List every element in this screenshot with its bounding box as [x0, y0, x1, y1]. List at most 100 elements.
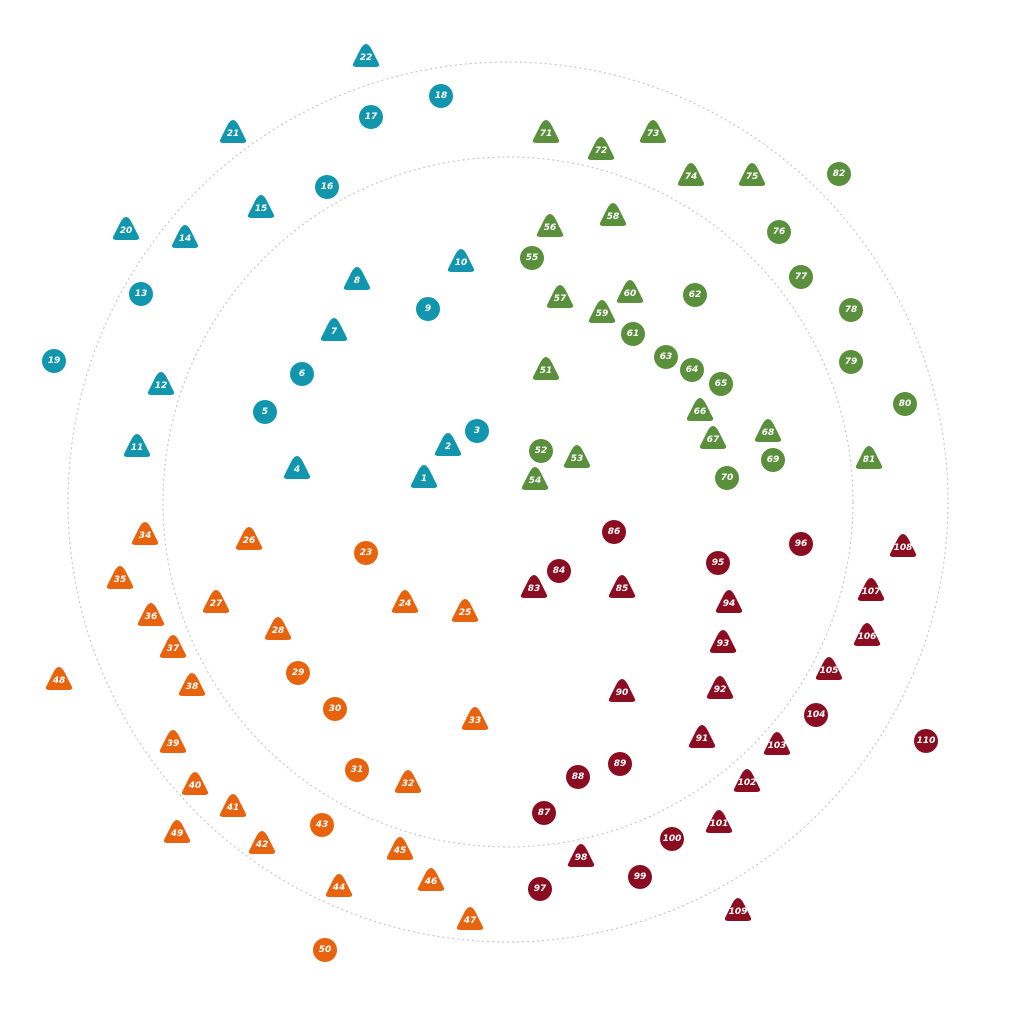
marker-22[interactable]: 22 [352, 44, 380, 67]
marker-9[interactable]: 9 [416, 297, 440, 321]
marker-99[interactable]: 99 [628, 865, 652, 889]
marker-109[interactable]: 109 [724, 898, 752, 921]
marker-87[interactable]: 87 [532, 801, 556, 825]
marker-97[interactable]: 97 [528, 877, 552, 901]
marker-12[interactable]: 12 [147, 372, 175, 395]
marker-55[interactable]: 55 [520, 246, 544, 270]
marker-84[interactable]: 84 [547, 559, 571, 583]
marker-46[interactable]: 46 [417, 868, 445, 891]
marker-3[interactable]: 3 [465, 419, 489, 443]
marker-108[interactable]: 108 [889, 534, 917, 557]
marker-91[interactable]: 91 [688, 725, 716, 748]
marker-58[interactable]: 58 [599, 203, 627, 226]
marker-86[interactable]: 86 [602, 520, 626, 544]
marker-78[interactable]: 78 [839, 298, 863, 322]
marker-68[interactable]: 68 [754, 419, 782, 442]
marker-15[interactable]: 15 [247, 195, 275, 218]
marker-11[interactable]: 11 [123, 434, 151, 457]
marker-59[interactable]: 59 [588, 300, 616, 323]
marker-100[interactable]: 100 [660, 827, 684, 851]
marker-89[interactable]: 89 [608, 752, 632, 776]
marker-10[interactable]: 10 [447, 249, 475, 272]
marker-31[interactable]: 31 [345, 758, 369, 782]
marker-70[interactable]: 70 [715, 466, 739, 490]
marker-93[interactable]: 93 [709, 630, 737, 653]
marker-28[interactable]: 28 [264, 617, 292, 640]
marker-33[interactable]: 33 [461, 707, 489, 730]
marker-75[interactable]: 75 [738, 163, 766, 186]
marker-8[interactable]: 8 [343, 267, 371, 290]
marker-85[interactable]: 85 [608, 575, 636, 598]
marker-13[interactable]: 13 [129, 282, 153, 306]
marker-96[interactable]: 96 [789, 532, 813, 556]
marker-7[interactable]: 7 [320, 318, 348, 341]
marker-6[interactable]: 6 [290, 362, 314, 386]
marker-23[interactable]: 23 [354, 541, 378, 565]
marker-38[interactable]: 38 [178, 673, 206, 696]
marker-37[interactable]: 37 [159, 635, 187, 658]
marker-71[interactable]: 71 [532, 120, 560, 143]
marker-65[interactable]: 65 [709, 372, 733, 396]
marker-26[interactable]: 26 [235, 527, 263, 550]
marker-14[interactable]: 14 [171, 225, 199, 248]
marker-107[interactable]: 107 [857, 578, 885, 601]
marker-66[interactable]: 66 [686, 398, 714, 421]
marker-64[interactable]: 64 [680, 358, 704, 382]
marker-82[interactable]: 82 [827, 162, 851, 186]
marker-21[interactable]: 21 [219, 120, 247, 143]
marker-90[interactable]: 90 [608, 679, 636, 702]
marker-52[interactable]: 52 [529, 439, 553, 463]
marker-40[interactable]: 40 [181, 772, 209, 795]
marker-57[interactable]: 57 [546, 285, 574, 308]
marker-53[interactable]: 53 [563, 445, 591, 468]
marker-54[interactable]: 54 [521, 467, 549, 490]
marker-25[interactable]: 25 [451, 599, 479, 622]
marker-43[interactable]: 43 [310, 813, 334, 837]
marker-41[interactable]: 41 [219, 794, 247, 817]
marker-24[interactable]: 24 [391, 590, 419, 613]
marker-63[interactable]: 63 [654, 345, 678, 369]
marker-19[interactable]: 19 [42, 349, 66, 373]
marker-98[interactable]: 98 [567, 844, 595, 867]
marker-83[interactable]: 83 [520, 575, 548, 598]
marker-17[interactable]: 17 [359, 105, 383, 129]
marker-104[interactable]: 104 [804, 703, 828, 727]
marker-69[interactable]: 69 [761, 448, 785, 472]
marker-76[interactable]: 76 [767, 220, 791, 244]
marker-77[interactable]: 77 [789, 265, 813, 289]
marker-60[interactable]: 60 [616, 280, 644, 303]
marker-94[interactable]: 94 [715, 590, 743, 613]
marker-35[interactable]: 35 [106, 566, 134, 589]
marker-79[interactable]: 79 [839, 350, 863, 374]
marker-51[interactable]: 51 [532, 357, 560, 380]
marker-50[interactable]: 50 [313, 938, 337, 962]
marker-81[interactable]: 81 [855, 446, 883, 469]
marker-106[interactable]: 106 [853, 623, 881, 646]
marker-74[interactable]: 74 [677, 163, 705, 186]
marker-16[interactable]: 16 [315, 175, 339, 199]
marker-36[interactable]: 36 [137, 603, 165, 626]
marker-72[interactable]: 72 [587, 137, 615, 160]
marker-48[interactable]: 48 [45, 667, 73, 690]
marker-61[interactable]: 61 [621, 322, 645, 346]
marker-95[interactable]: 95 [706, 551, 730, 575]
marker-45[interactable]: 45 [386, 837, 414, 860]
marker-32[interactable]: 32 [394, 770, 422, 793]
marker-5[interactable]: 5 [253, 400, 277, 424]
marker-1[interactable]: 1 [410, 465, 438, 488]
marker-67[interactable]: 67 [699, 426, 727, 449]
marker-110[interactable]: 110 [914, 729, 938, 753]
marker-20[interactable]: 20 [112, 217, 140, 240]
marker-103[interactable]: 103 [763, 732, 791, 755]
marker-80[interactable]: 80 [893, 392, 917, 416]
marker-47[interactable]: 47 [456, 907, 484, 930]
marker-102[interactable]: 102 [733, 769, 761, 792]
marker-39[interactable]: 39 [159, 730, 187, 753]
marker-101[interactable]: 101 [705, 810, 733, 833]
marker-73[interactable]: 73 [639, 120, 667, 143]
marker-92[interactable]: 92 [706, 676, 734, 699]
marker-42[interactable]: 42 [248, 831, 276, 854]
marker-34[interactable]: 34 [131, 522, 159, 545]
marker-56[interactable]: 56 [536, 214, 564, 237]
marker-44[interactable]: 44 [325, 874, 353, 897]
